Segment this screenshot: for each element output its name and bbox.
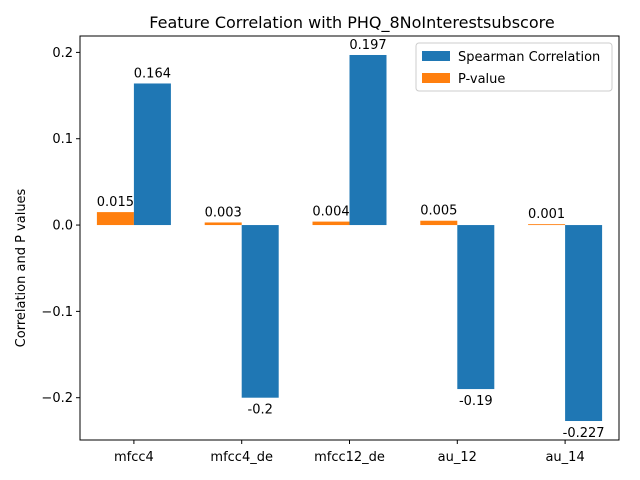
bar-spearman-mfcc12_de — [349, 54, 387, 226]
data-label-spearman-au_14: -0.227 — [563, 426, 605, 441]
legend: Spearman Correlation P-value — [415, 42, 613, 92]
bar-spearman-mfcc4 — [133, 83, 171, 226]
y-tick-label-3: 0.1 — [52, 132, 73, 147]
data-label-spearman-mfcc4_de: -0.2 — [248, 403, 273, 418]
legend-box — [415, 42, 613, 92]
plot-area: 0.015 0.164 mfcc4 0.003 -0.2 mfcc4_de 0.004 0.1… — [41, 35, 620, 465]
data-label-p-value-mfcc4: 0.015 — [97, 195, 134, 210]
legend-label-1: P-value — [458, 72, 505, 87]
x-tick-label-mfcc12_de: mfcc12_de — [314, 450, 385, 465]
chart-title: Feature Correlation with PHQ_8NoInterest… — [149, 13, 554, 33]
bar-spearman-au_14 — [565, 225, 603, 422]
data-label-p-value-mfcc4_de: 0.003 — [205, 205, 242, 220]
data-label-spearman-mfcc4: 0.164 — [134, 66, 171, 81]
bar-p-value-au_14 — [528, 224, 566, 226]
data-label-spearman-au_12: -0.19 — [459, 394, 493, 409]
legend-swatch-0 — [422, 51, 450, 61]
legend-swatch-1 — [422, 73, 450, 83]
y-tick-label-2: 0.0 — [52, 219, 73, 234]
bar-spearman-au_12 — [457, 225, 495, 390]
y-tick-label-1: −0.1 — [41, 305, 73, 320]
y-tick-label-0: −0.2 — [41, 391, 73, 406]
bar-spearman-mfcc4_de — [241, 225, 279, 398]
bar-p-value-au_12 — [420, 220, 458, 226]
x-tick-label-mfcc4_de: mfcc4_de — [210, 450, 273, 465]
bar-p-value-mfcc12_de — [312, 221, 350, 226]
y-tick-label-4: 0.2 — [52, 46, 73, 61]
y-axis-title: Correlation and P values — [14, 188, 29, 347]
x-tick-label-mfcc4: mfcc4 — [114, 450, 154, 465]
x-tick-label-au_14: au_14 — [545, 450, 584, 465]
data-label-p-value-au_12: 0.005 — [420, 204, 457, 219]
data-label-p-value-au_14: 0.001 — [528, 207, 565, 222]
data-label-spearman-mfcc12_de: 0.197 — [349, 38, 386, 53]
bar-p-value-mfcc4 — [96, 212, 134, 226]
legend-label-0: Spearman Correlation — [458, 50, 600, 65]
axes-frame — [79, 35, 620, 441]
x-tick-label-au_12: au_12 — [438, 450, 477, 465]
data-label-p-value-mfcc12_de: 0.004 — [312, 205, 349, 220]
bar-p-value-mfcc4_de — [204, 222, 242, 226]
